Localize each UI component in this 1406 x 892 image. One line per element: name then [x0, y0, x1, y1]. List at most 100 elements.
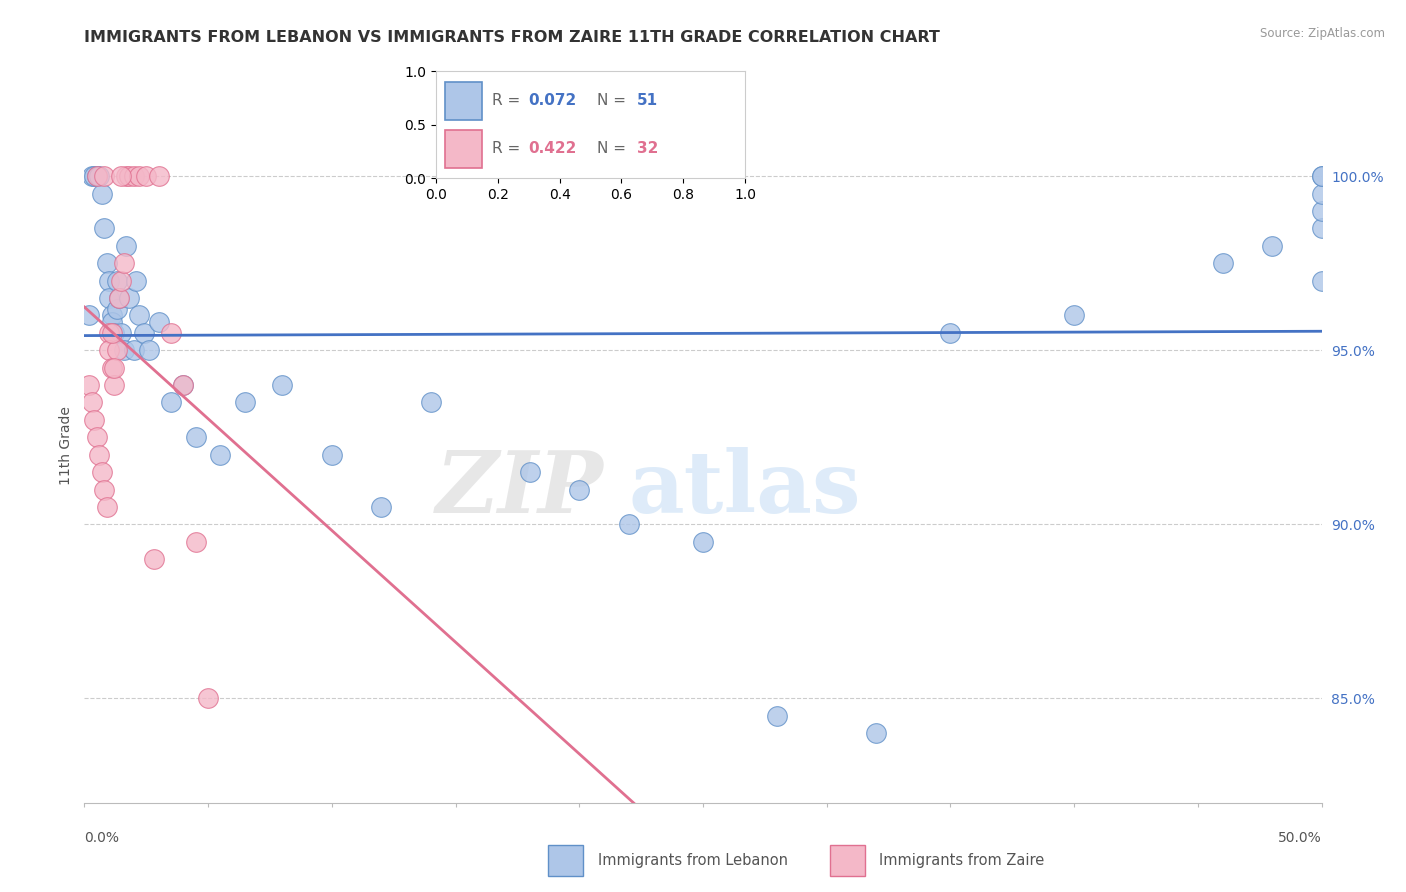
Point [86, 430, 108, 444]
Point [93, 483, 115, 497]
Point [135, 169, 157, 184]
Point [83, 169, 105, 184]
Point [118, 169, 141, 184]
Text: IMMIGRANTS FROM LEBANON VS IMMIGRANTS FROM ZAIRE 11TH GRADE CORRELATION CHART: IMMIGRANTS FROM LEBANON VS IMMIGRANTS FR… [84, 29, 941, 45]
Point [1310, 274, 1333, 288]
Point [110, 274, 132, 288]
Point [1212, 256, 1234, 270]
Point [89, 448, 111, 462]
Point [692, 534, 714, 549]
Point [90, 186, 112, 201]
Point [122, 169, 145, 184]
Point [184, 534, 207, 549]
Point [86, 169, 108, 184]
Bar [830, 846, 865, 876]
Text: N =: N = [596, 141, 630, 156]
Point [138, 343, 160, 358]
Point [100, 326, 122, 340]
Text: 0.422: 0.422 [529, 141, 576, 156]
Point [80, 169, 103, 184]
Point [271, 378, 294, 392]
Point [1063, 309, 1085, 323]
Point [128, 169, 150, 184]
Text: 50.0%: 50.0% [1278, 830, 1322, 845]
Point [96, 256, 118, 270]
Point [122, 343, 145, 358]
Point [86, 169, 108, 184]
Point [105, 274, 128, 288]
Point [98, 274, 121, 288]
Point [110, 169, 132, 184]
Point [1310, 169, 1333, 184]
Point [128, 309, 150, 323]
Y-axis label: 11th Grade: 11th Grade [59, 407, 73, 485]
Point [939, 326, 962, 340]
Point [184, 430, 207, 444]
Point [110, 326, 132, 340]
Point [1310, 186, 1333, 201]
Point [79, 309, 101, 323]
Point [125, 274, 148, 288]
Point [103, 378, 125, 392]
Point [89, 169, 111, 184]
Point [80, 395, 103, 409]
Point [766, 708, 789, 723]
Point [132, 326, 155, 340]
Point [100, 315, 122, 329]
Text: N =: N = [596, 93, 630, 108]
Point [93, 169, 115, 184]
Point [148, 315, 170, 329]
Point [865, 726, 887, 740]
Point [93, 221, 115, 235]
Point [115, 239, 138, 253]
Point [103, 360, 125, 375]
Point [617, 517, 640, 532]
Point [90, 465, 112, 479]
Point [105, 343, 128, 358]
Point [118, 291, 141, 305]
Point [233, 395, 256, 409]
Point [112, 343, 135, 358]
Point [148, 169, 170, 184]
Bar [446, 130, 482, 168]
Point [98, 326, 121, 340]
Text: 0.072: 0.072 [529, 93, 576, 108]
Bar [548, 846, 583, 876]
Text: Source: ZipAtlas.com: Source: ZipAtlas.com [1260, 27, 1385, 40]
Point [1310, 221, 1333, 235]
Point [100, 309, 122, 323]
Point [98, 291, 121, 305]
Point [112, 256, 135, 270]
Point [370, 500, 392, 514]
Text: R =: R = [492, 93, 524, 108]
Bar [446, 82, 482, 120]
Point [79, 378, 101, 392]
Point [108, 291, 131, 305]
Point [98, 343, 121, 358]
Point [160, 326, 183, 340]
Point [419, 395, 441, 409]
Text: R =: R = [492, 141, 524, 156]
Point [108, 291, 131, 305]
Point [103, 326, 125, 340]
Text: 0.0%: 0.0% [84, 830, 120, 845]
Text: ZIP: ZIP [436, 447, 605, 531]
Text: 51: 51 [637, 93, 658, 108]
Text: atlas: atlas [628, 447, 862, 531]
Point [83, 413, 105, 427]
Point [105, 301, 128, 316]
Text: Immigrants from Zaire: Immigrants from Zaire [879, 854, 1045, 868]
Point [568, 483, 591, 497]
Point [115, 169, 138, 184]
Point [1310, 169, 1333, 184]
Point [172, 378, 194, 392]
Point [197, 691, 219, 706]
Point [172, 378, 194, 392]
Point [519, 465, 541, 479]
Point [160, 395, 183, 409]
Point [1261, 239, 1284, 253]
Text: Immigrants from Lebanon: Immigrants from Lebanon [598, 854, 787, 868]
Point [96, 500, 118, 514]
Point [1310, 204, 1333, 219]
Point [209, 448, 232, 462]
